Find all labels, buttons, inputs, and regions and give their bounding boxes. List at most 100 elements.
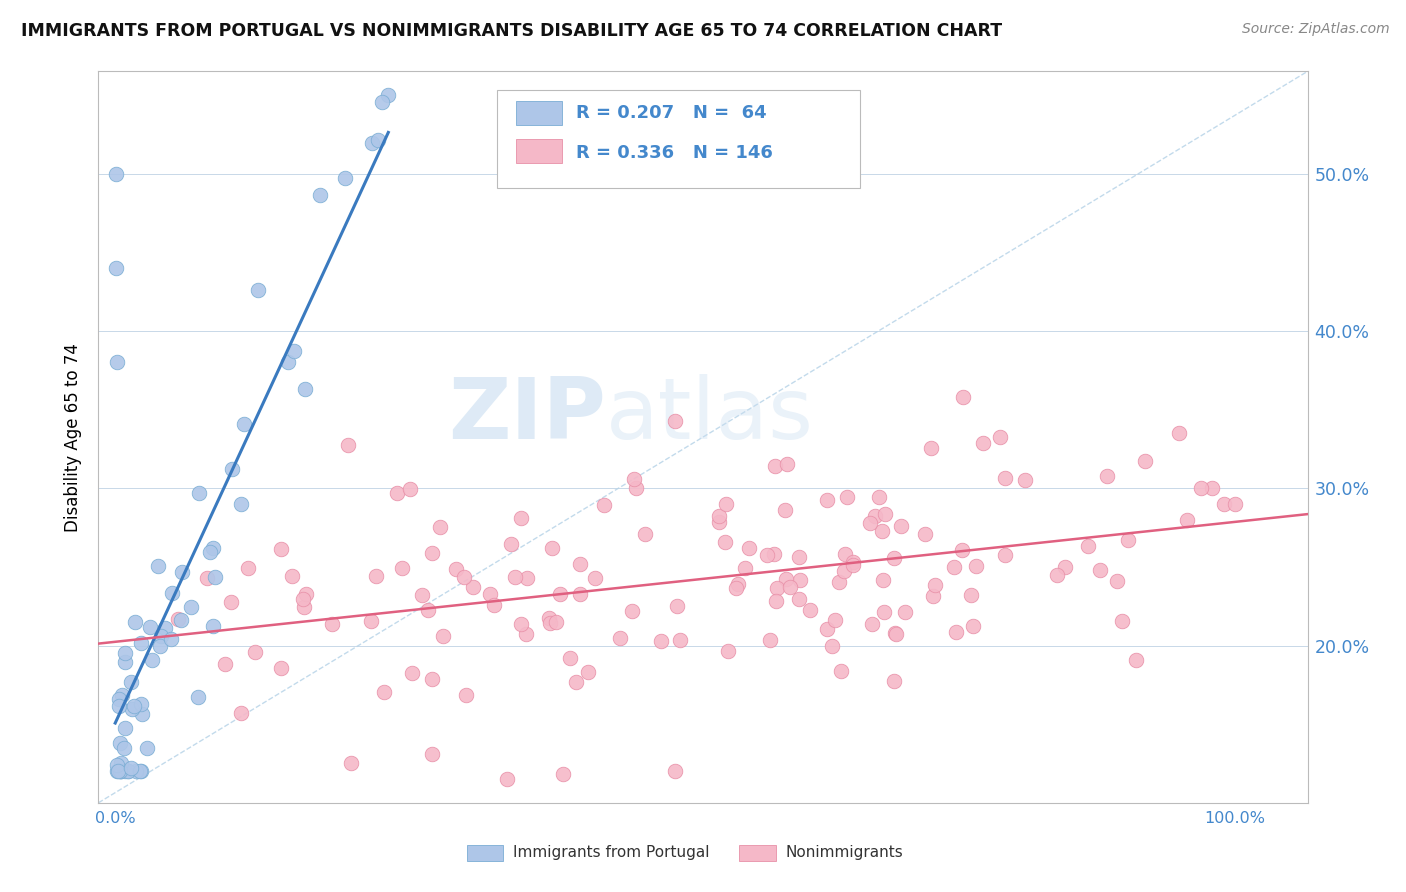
FancyBboxPatch shape: [740, 846, 776, 862]
Point: [270, 542, 292, 557]
Point: [834, 547, 856, 561]
Point: [872, 573, 894, 587]
Point: [148, 558, 170, 573]
Point: [756, 548, 779, 562]
Point: [620, 604, 643, 618]
Point: [828, 575, 851, 590]
Point: [367, 133, 389, 147]
Point: [837, 490, 859, 504]
Point: [789, 573, 811, 587]
Point: [124, 615, 146, 629]
Point: [942, 560, 965, 574]
Point: [114, 646, 136, 660]
Point: [150, 628, 173, 642]
Point: [294, 383, 316, 397]
Point: [107, 764, 129, 779]
Point: [170, 613, 193, 627]
Point: [993, 471, 1015, 485]
Point: [501, 537, 523, 551]
Point: [868, 490, 890, 504]
Point: [884, 626, 907, 640]
Point: [537, 611, 560, 625]
Point: [364, 569, 387, 583]
Point: [446, 562, 468, 576]
Point: [510, 617, 533, 632]
Point: [129, 764, 152, 779]
Point: [1212, 497, 1234, 511]
Point: [872, 605, 894, 619]
Point: [569, 558, 592, 572]
Point: [204, 569, 226, 583]
Point: [229, 497, 252, 511]
Point: [321, 616, 343, 631]
Point: [399, 482, 422, 496]
Point: [541, 541, 564, 556]
Text: Immigrants from Portugal: Immigrants from Portugal: [513, 845, 710, 860]
Point: [950, 542, 973, 557]
FancyBboxPatch shape: [516, 102, 561, 125]
Point: [385, 486, 408, 500]
Point: [585, 571, 607, 585]
FancyBboxPatch shape: [516, 139, 561, 163]
Point: [360, 136, 382, 151]
Point: [105, 260, 128, 275]
Point: [1105, 574, 1128, 588]
Point: [108, 692, 131, 706]
Point: [714, 498, 737, 512]
Point: [815, 493, 838, 508]
Point: [337, 438, 360, 452]
Point: [121, 702, 143, 716]
Point: [411, 587, 433, 601]
Point: [105, 355, 128, 369]
Point: [914, 527, 936, 541]
Point: [180, 600, 202, 615]
Point: [666, 599, 689, 613]
Point: [824, 613, 846, 627]
Point: [776, 457, 799, 471]
Point: [308, 188, 330, 202]
Point: [373, 685, 395, 699]
Point: [724, 581, 747, 595]
Point: [609, 631, 631, 645]
Point: [1125, 653, 1147, 667]
Point: [538, 615, 561, 630]
Point: [734, 560, 756, 574]
Point: [292, 592, 315, 607]
Point: [281, 569, 304, 583]
Point: [510, 511, 533, 525]
Point: [114, 764, 136, 779]
Point: [198, 545, 221, 559]
Point: [1189, 481, 1212, 495]
Point: [709, 508, 731, 523]
Point: [884, 626, 907, 640]
Point: [707, 515, 730, 529]
Point: [391, 561, 413, 575]
Point: [360, 614, 382, 628]
Point: [834, 565, 856, 579]
Point: [762, 547, 785, 561]
Point: [108, 764, 131, 779]
Point: [136, 740, 159, 755]
Point: [924, 578, 946, 592]
Point: [1046, 568, 1069, 582]
Point: [1053, 560, 1076, 574]
Point: [623, 472, 645, 486]
Point: [105, 764, 128, 779]
Point: [960, 588, 983, 602]
Point: [219, 595, 242, 609]
Point: [1076, 539, 1098, 553]
Point: [201, 619, 224, 633]
Point: [548, 587, 571, 601]
Point: [141, 653, 163, 667]
Point: [787, 591, 810, 606]
Point: [377, 87, 399, 102]
Point: [558, 651, 581, 665]
Point: [920, 441, 942, 455]
Point: [420, 747, 443, 761]
Point: [775, 572, 797, 586]
Y-axis label: Disability Age 65 to 74: Disability Age 65 to 74: [65, 343, 83, 532]
Point: [551, 767, 574, 781]
Point: [131, 706, 153, 721]
Point: [294, 587, 316, 601]
Point: [110, 756, 132, 770]
